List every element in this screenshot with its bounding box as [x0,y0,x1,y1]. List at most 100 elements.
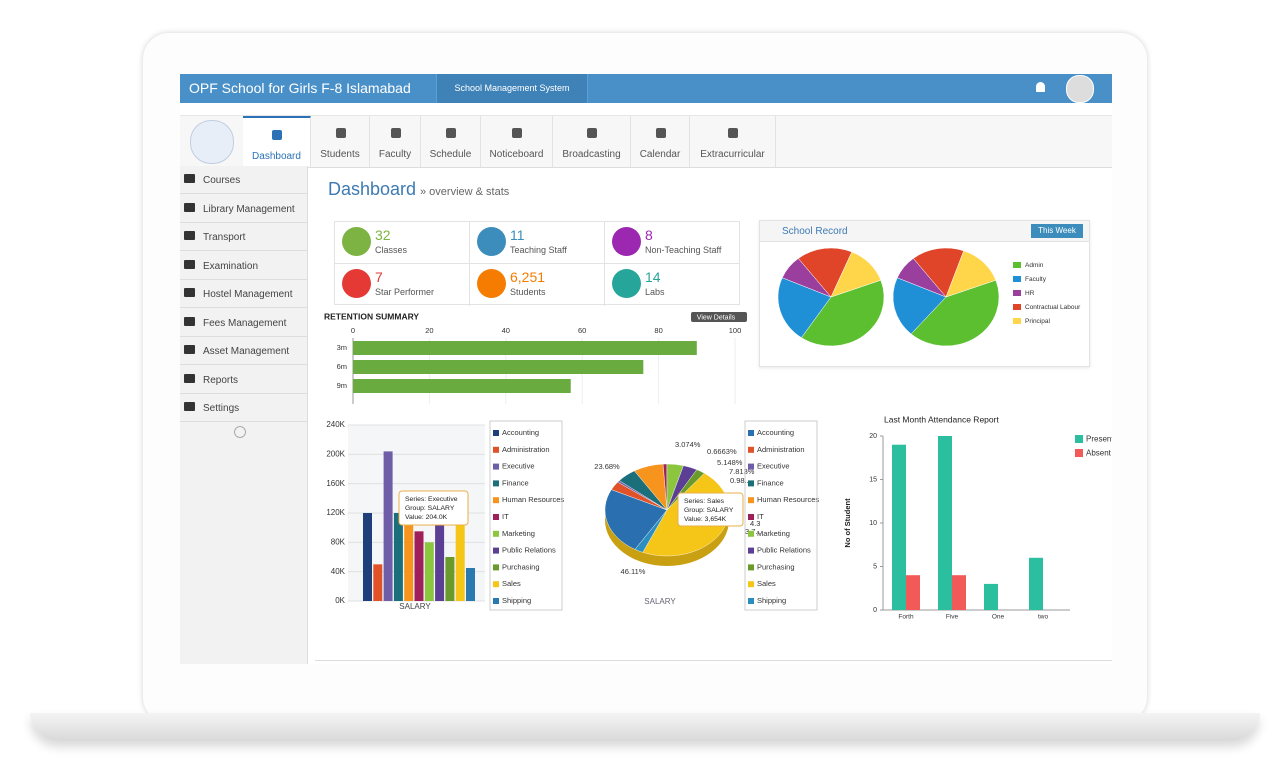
legend-label: Purchasing [757,562,795,571]
system-name: School Management System [436,74,588,103]
stat-value: 14 [645,269,661,285]
x-tick-label: SALARY [644,597,676,606]
bar [445,557,455,601]
legend-label: Present [1086,435,1112,444]
nav-tab[interactable]: Dashboard [243,116,311,167]
nav-tab[interactable]: Noticeboard [481,116,553,167]
sidebar-item[interactable]: Courses [180,166,307,194]
page-subtitle: » overview & stats [420,186,510,198]
divider [315,660,1112,661]
legend-swatch [748,598,754,604]
panel-title: School Record [782,226,848,237]
legend-label: Administration [757,445,805,454]
collapse-button[interactable] [234,426,246,438]
tooltip-text: Series: Sales [684,498,725,505]
sidebar-item[interactable]: Asset Management [180,337,307,365]
sidebar-item[interactable]: Fees Management [180,309,307,337]
stat-icon [477,269,506,298]
legend-swatch [748,463,754,470]
bar [424,542,434,601]
legend-label: Admin [1025,262,1044,269]
pie-slice [910,279,1000,347]
x-tick-label: 60 [578,326,586,335]
sidebar-item[interactable]: Settings [180,394,307,422]
data-label: 7.813% [729,467,755,476]
nav-tab[interactable]: Extracurricular [690,116,776,167]
legend-label: Shipping [502,596,531,605]
y-tick-label: 0K [335,596,345,605]
period-dropdown[interactable]: This Week [1031,224,1083,238]
y-tick-label: 40K [331,567,346,576]
pie-slice [634,509,668,553]
charts: RETENTION SUMMARY View Details 0 20 40 60 80 10… [324,247,1112,621]
tooltip-text: Group: SALARY [684,507,734,514]
sidebar-icon [184,231,195,240]
y-tick-label: 6m [337,362,347,371]
legend-label: Purchasing [502,562,540,571]
bar [466,568,475,601]
bar [414,531,424,601]
school-record-panel: School Record This Week [759,220,1090,367]
legend-label: Public Relations [502,546,556,555]
bar [363,513,372,601]
stat-value: 32 [375,227,391,243]
nav-icon [272,130,282,140]
legend-label: Sales [757,579,776,588]
sidebar-icon [184,174,195,183]
stat-icon [342,269,371,298]
data-label: 0.98... [730,476,751,485]
stats-panel: 32 Classes 11 Teaching Staff 8 Non-Teaching S… [334,221,740,306]
pie-slice [604,489,668,550]
legend-swatch [493,463,499,470]
stat-label: Labs [645,287,665,297]
nav-tab[interactable]: Students [311,116,370,167]
view-details-button[interactable] [691,312,747,322]
y-tick-label: 120K [326,508,345,517]
panel-header [760,221,1089,242]
bar [393,513,403,601]
page-title: Dashboard [328,179,417,199]
sidebar-item[interactable]: Examination [180,252,307,280]
legend-label: Accounting [757,428,794,437]
nav-tab[interactable]: Calendar [631,116,690,167]
legend-label: IT [757,512,764,521]
y-tick-label: 3m [337,343,347,352]
legend-swatch [493,547,499,554]
data-label: 0.6663% [707,447,737,456]
nav-tab[interactable]: Broadcasting [553,116,631,167]
legend-swatch [748,514,754,520]
nav-tab[interactable]: Schedule [421,116,481,167]
legend-swatch [493,581,499,588]
sidebar-icon [184,402,195,411]
sidebar-item[interactable]: Reports [180,366,307,394]
legend-swatch [1013,290,1021,296]
sidebar-item[interactable]: Transport [180,223,307,251]
nav-icon [512,128,522,138]
legend-swatch [493,598,499,604]
chart-title: RETENTION SUMMARY [324,311,419,321]
bell-icon[interactable] [1036,82,1045,92]
nav-icon [587,128,597,138]
sidebar: Courses Library Management Transport Examin… [180,166,308,664]
avatar[interactable] [1066,75,1094,103]
data-label: 46.11% [621,567,646,576]
tooltip [677,492,744,527]
sidebar-item[interactable]: Library Management [180,195,307,223]
y-tick-label: 0 [873,607,877,614]
bar [435,516,445,601]
pie-slice [912,247,965,298]
bar [892,444,906,610]
nav-tab[interactable]: Faculty [370,116,421,167]
legend-swatch [748,446,754,453]
data-label: 3.074% [675,440,701,449]
bar [353,379,571,393]
stat-cell: 11 Teaching Staff [470,222,605,264]
nav-icon [728,128,738,138]
pie-slice [830,251,882,298]
bar [373,564,383,601]
x-tick-label: two [1038,614,1049,621]
sidebar-item[interactable]: Hostel Management [180,280,307,308]
legend-label: Absent [1086,449,1112,458]
tooltip [398,490,469,526]
nav-icon [390,128,401,138]
